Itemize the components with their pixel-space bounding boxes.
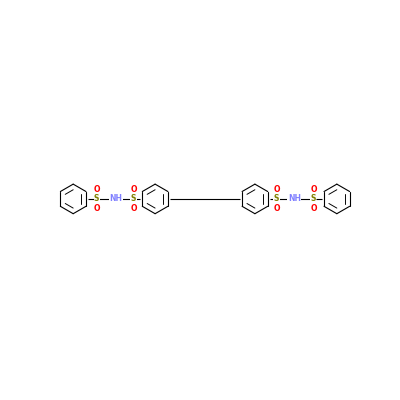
Text: O: O: [310, 204, 317, 213]
Text: S: S: [94, 194, 99, 204]
Text: S: S: [274, 194, 279, 204]
Text: NH: NH: [288, 194, 301, 204]
Text: O: O: [273, 204, 280, 213]
Text: S: S: [131, 194, 136, 204]
Text: O: O: [93, 184, 100, 194]
Text: S: S: [311, 194, 316, 204]
Text: O: O: [130, 204, 137, 213]
Text: O: O: [310, 184, 317, 194]
Text: NH: NH: [109, 194, 122, 204]
Text: O: O: [93, 204, 100, 213]
Text: O: O: [130, 184, 137, 194]
Text: O: O: [273, 184, 280, 194]
